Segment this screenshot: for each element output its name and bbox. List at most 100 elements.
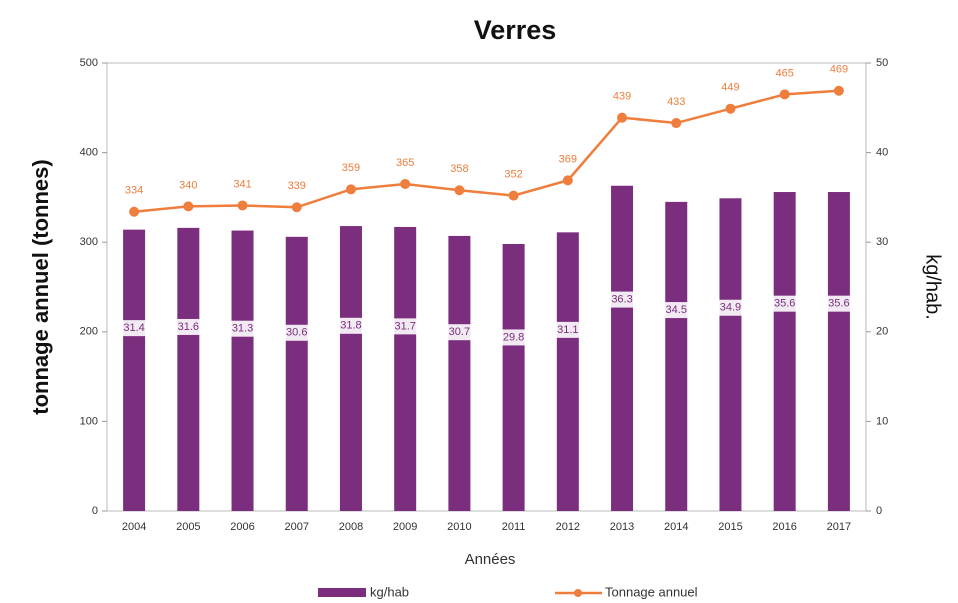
bar-value-label: 31.1 [557,324,578,336]
line-marker [725,103,736,114]
x-tick-label: 2005 [176,521,200,533]
y2-tick-label: 30 [876,236,888,248]
line-marker [345,184,356,195]
legend-label: Tonnage annuel [605,584,698,599]
x-tick-label: 2017 [827,521,851,533]
line-value-label: 334 [125,185,143,197]
bar [556,232,579,511]
y2-axis-title: kg/hab. [922,254,944,320]
line [133,89,839,213]
x-tick-label: 2013 [610,521,634,533]
line-value-label: 465 [775,67,793,79]
x-tick-label: 2008 [339,521,363,533]
bar-value-label: 35.6 [828,298,849,310]
line-value-label: 352 [504,169,522,181]
bar [123,229,146,511]
bar-value-label: 34.5 [666,304,687,316]
line-marker [779,89,790,100]
line-marker [454,185,465,196]
line-marker [617,112,628,123]
x-tick-label: 2014 [664,521,688,533]
line-marker [291,202,302,213]
bar-label-bg [118,320,151,337]
bar-value-label: 29.8 [503,331,524,343]
bar-value-label: 30.6 [286,327,307,339]
line-value-label: 340 [179,179,197,191]
legend-label: kg/hab [370,584,409,599]
bar [502,243,525,511]
bar-label-bg [497,329,530,346]
bar-value-label: 31.7 [394,320,415,332]
bar [611,185,634,511]
line-value-label: 449 [721,82,739,94]
bar [773,192,796,512]
bar-label-bg [172,318,205,335]
y2-tick-label: 40 [876,147,888,159]
bar [231,230,254,511]
line-marker [183,201,194,212]
x-tick-label: 2015 [718,521,742,533]
y-tick-label: 500 [80,57,98,69]
x-tick-label: 2007 [285,521,309,533]
bar-value-label: 31.4 [123,322,144,334]
y-axis-title: tonnage annuel (tonnes) [28,159,53,414]
x-tick-label: 2011 [502,521,526,533]
bar-label-bg [660,302,693,319]
bar-label-bg [606,291,639,308]
bar [827,192,850,512]
bar-value-label: 31.8 [340,320,361,332]
line-value-label: 369 [559,153,577,165]
bar-label-bg [389,318,422,335]
x-tick-label: 2006 [230,521,254,533]
bar [394,226,417,511]
bar-value-label: 36.3 [611,293,632,305]
x-tick-label: 2012 [556,521,580,533]
y-tick-label: 0 [92,505,98,517]
bar-label-bg [280,324,313,341]
y2-tick-label: 0 [876,505,882,517]
bar-label-bg [768,295,801,312]
plot-frame [106,62,867,512]
x-axis-title: Années [465,551,516,568]
x-tick-label: 2009 [393,521,417,533]
line-marker [237,200,248,211]
line-marker [833,85,844,96]
line-value-label: 359 [342,162,360,174]
line-value-label: 358 [450,163,468,175]
bar-value-label: 34.9 [720,302,741,314]
line-marker [400,178,411,189]
bar-label-bg [334,317,367,334]
x-tick-label: 2010 [447,521,471,533]
line-value-label: 439 [613,91,631,103]
bar-label-bg [714,299,747,316]
line-value-label: 433 [667,96,685,108]
y-tick-label: 100 [80,415,98,427]
y2-tick-label: 10 [876,415,888,427]
bar [448,235,471,512]
line-value-label: 339 [288,180,306,192]
bar [285,236,308,511]
bar [177,227,200,511]
bar [339,226,362,511]
legend-swatch [318,588,366,597]
x-tick-label: 2004 [122,521,146,533]
bar [719,198,742,511]
bar-label-bg [822,295,855,312]
bar-label-bg [443,324,476,341]
line-value-label: 365 [396,157,414,169]
line-marker [129,206,140,217]
bar-label-bg [551,321,584,338]
bar-label-bg [226,320,259,337]
chart-title: Verres [474,15,557,45]
bar [665,201,688,511]
line-marker [508,190,519,201]
y2-tick-label: 50 [876,57,888,69]
line-value-label: 341 [233,178,251,190]
y-tick-label: 400 [80,147,98,159]
bar-value-label: 31.6 [178,321,199,333]
bar-value-label: 35.6 [774,298,795,310]
line-marker [562,175,573,186]
bar-value-label: 30.7 [449,326,470,338]
y2-tick-label: 20 [876,326,888,338]
